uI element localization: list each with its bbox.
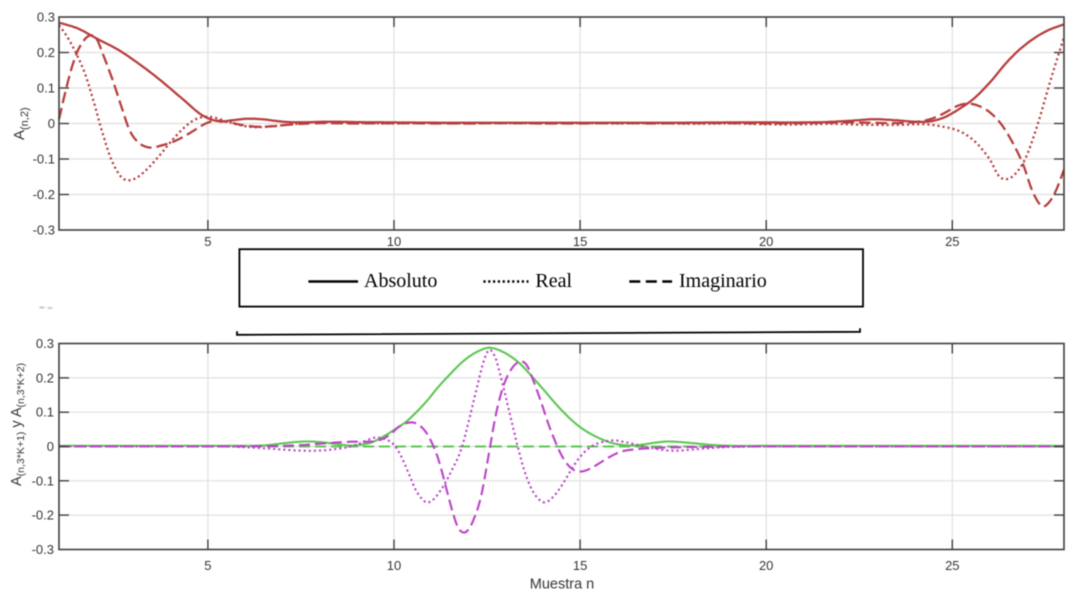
svg-text:10: 10	[387, 234, 401, 249]
svg-text:-0.3: -0.3	[32, 542, 54, 557]
svg-text:25: 25	[945, 234, 959, 249]
svg-text:-0.3: -0.3	[33, 223, 55, 238]
svg-text:0.2: 0.2	[37, 45, 55, 60]
svg-text:Imaginario: Imaginario	[679, 270, 767, 292]
svg-text:20: 20	[759, 234, 773, 249]
svg-text:10: 10	[387, 558, 401, 573]
svg-text:5: 5	[204, 558, 211, 573]
svg-text:0: 0	[47, 439, 54, 454]
svg-text:0.1: 0.1	[36, 405, 54, 420]
svg-text:-0.1: -0.1	[33, 152, 55, 167]
svg-text:0: 0	[48, 116, 55, 131]
svg-text:15: 15	[573, 234, 587, 249]
svg-text:Muestra n: Muestra n	[530, 577, 594, 593]
svg-text:0.3: 0.3	[37, 10, 55, 25]
svg-text:Absoluto: Absoluto	[364, 270, 437, 292]
svg-text:-0.2: -0.2	[32, 508, 54, 523]
svg-text:20: 20	[759, 558, 773, 573]
svg-text:25: 25	[945, 558, 959, 573]
svg-text:5: 5	[204, 234, 211, 249]
svg-text:-0.2: -0.2	[33, 187, 55, 202]
svg-text:-0.1: -0.1	[32, 473, 54, 488]
svg-text:0.2: 0.2	[36, 370, 54, 385]
svg-text:0.3: 0.3	[36, 336, 54, 351]
svg-text:Real: Real	[535, 270, 572, 292]
svg-text:15: 15	[573, 558, 587, 573]
svg-text:0.1: 0.1	[37, 81, 55, 96]
